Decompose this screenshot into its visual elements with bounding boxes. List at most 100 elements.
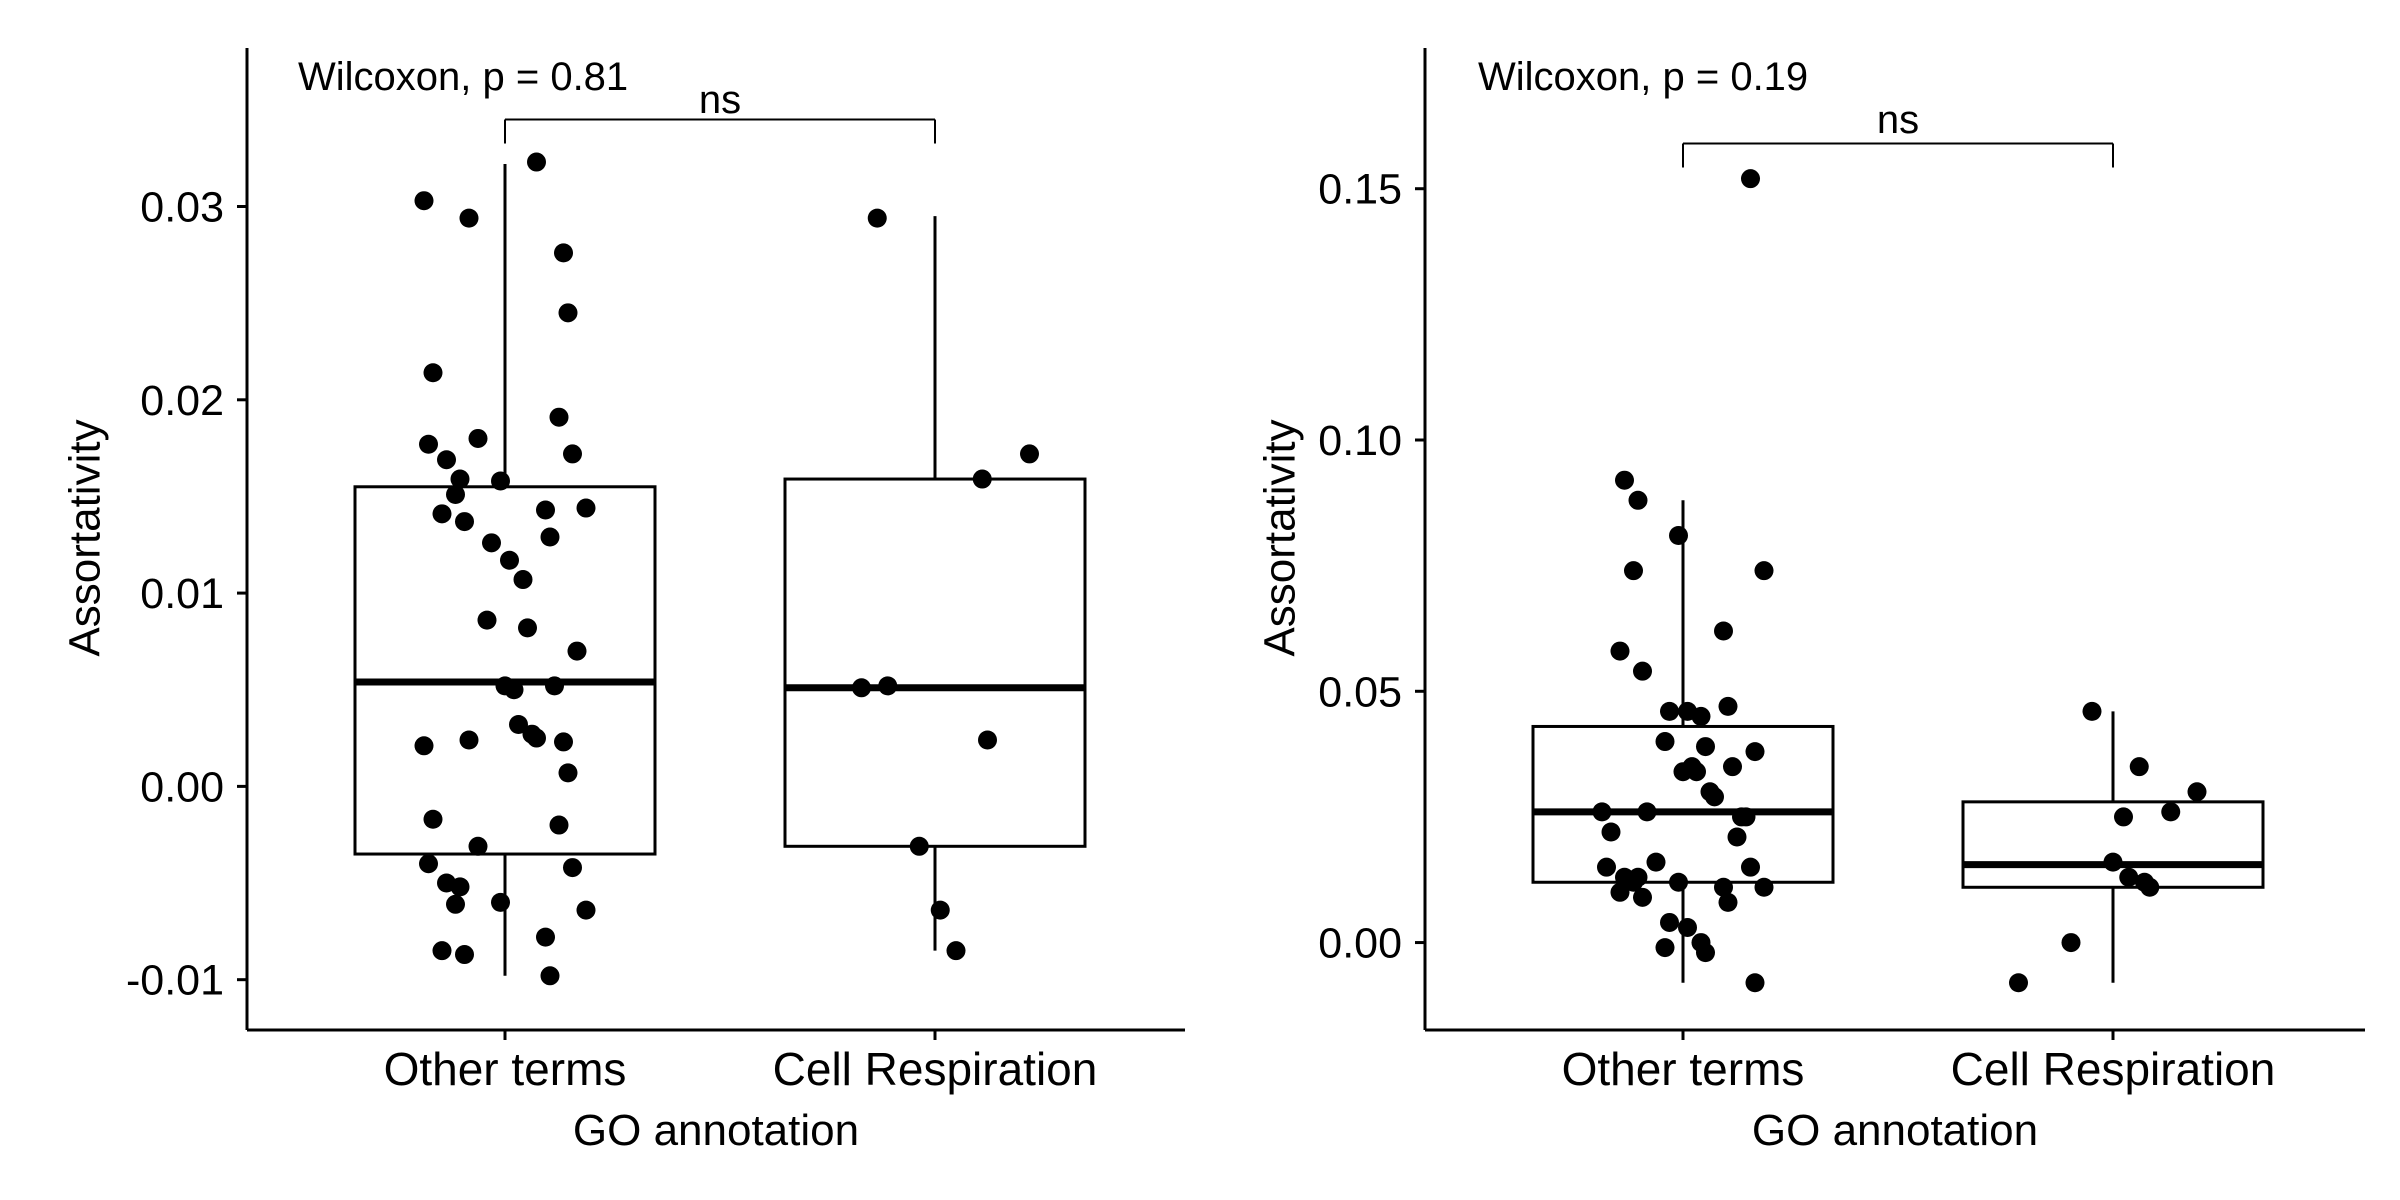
data-point [419, 434, 438, 454]
data-point [1655, 938, 1675, 958]
data-point [567, 641, 587, 661]
data-point [2103, 852, 2123, 872]
data-point [1736, 807, 1756, 827]
data-point [468, 836, 488, 856]
data-point [1718, 696, 1738, 716]
data-point [1678, 917, 1697, 937]
data-point [972, 469, 992, 489]
data-point [500, 550, 519, 570]
data-point [1624, 872, 1643, 892]
data-point [482, 533, 501, 553]
data-point [1615, 470, 1634, 490]
y-tick-label: 0.01 [140, 570, 224, 618]
significance-label: ns [699, 78, 741, 122]
data-point [450, 877, 470, 897]
data-point [2187, 782, 2207, 802]
data-point [549, 407, 569, 427]
data-point [1696, 737, 1715, 757]
data-point [455, 512, 474, 532]
data-point [527, 152, 546, 172]
data-point [978, 730, 997, 750]
wilcoxon-annotation: Wilcoxon, p = 0.19 [1478, 55, 1808, 99]
left-panel: -0.01 0.00 0.01 0.02 0.03 Other terms Cell Res… [61, 48, 1185, 1155]
y-tick-label: 0.02 [140, 377, 224, 425]
data-point [1723, 757, 1742, 777]
significance-bracket [504, 118, 936, 144]
data-point [930, 900, 950, 920]
y-tick-label: 0.03 [140, 184, 224, 232]
data-point [1741, 169, 1760, 189]
x-axis-title: GO annotation [1752, 1106, 2038, 1155]
data-point [1646, 852, 1666, 872]
data-point [946, 941, 966, 961]
y-axis-title: Assortativity [1256, 419, 1305, 656]
data-point [554, 243, 573, 263]
data-point [414, 736, 434, 756]
data-point [459, 208, 479, 228]
data-point [1754, 877, 1774, 897]
significance-label: ns [1877, 98, 1919, 142]
y-axis-title: Assortativity [61, 419, 110, 656]
data-point [558, 763, 578, 783]
data-point [1714, 877, 1733, 897]
data-point [1687, 762, 1706, 782]
data-point [2161, 802, 2181, 822]
data-point [867, 208, 887, 228]
data-point [1610, 641, 1630, 661]
data-point [1754, 561, 1774, 581]
data-point [459, 730, 479, 750]
data-point [1691, 706, 1711, 726]
y-tick-label: 0.10 [1318, 417, 1402, 465]
data-point [1633, 887, 1652, 907]
data-point [2119, 867, 2139, 887]
y-tick-label: 0.00 [1318, 920, 1402, 968]
data-point [2114, 807, 2133, 827]
boxplot-other-terms [353, 163, 657, 976]
data-point [1745, 973, 1765, 993]
data-point [852, 678, 871, 698]
data-point [1020, 444, 1039, 464]
box-iqr [783, 477, 1087, 848]
data-point [1705, 787, 1724, 807]
box-iqr [353, 485, 657, 856]
box-iqr [1961, 800, 2265, 889]
data-point [878, 676, 898, 696]
y-tick-label: 0.00 [140, 763, 224, 811]
data-point [1669, 525, 1688, 545]
data-point [432, 504, 452, 524]
right-panel: 0.00 0.05 0.10 0.15 Other terms Cell Respirat… [1256, 48, 2365, 1155]
data-point [423, 363, 443, 383]
data-point [414, 191, 434, 211]
data-point [2009, 973, 2028, 993]
data-point [450, 469, 470, 489]
data-point [1624, 561, 1643, 581]
data-point [1741, 857, 1760, 877]
data-point [437, 450, 456, 470]
data-point [1673, 762, 1693, 782]
x-axis-title: GO annotation [573, 1106, 859, 1155]
wilcoxon-annotation: Wilcoxon, p = 0.81 [298, 55, 628, 99]
data-point [1727, 827, 1747, 847]
data-point [2082, 701, 2102, 721]
data-point [909, 836, 929, 856]
boxplot-cell-respiration [1961, 711, 2265, 983]
data-point [477, 610, 497, 630]
data-point [1628, 490, 1648, 510]
data-point [446, 485, 465, 505]
box-iqr [1531, 724, 1835, 884]
x-tick-label: Cell Respiration [773, 1043, 1098, 1095]
data-point [1633, 661, 1652, 681]
data-point [1745, 742, 1765, 762]
data-point [419, 854, 438, 874]
y-tick-label: 0.15 [1318, 166, 1402, 214]
data-point [468, 428, 488, 448]
data-point [554, 732, 573, 752]
data-point [1696, 943, 1715, 963]
data-point [2061, 933, 2081, 953]
data-point [527, 728, 546, 748]
data-point [1597, 857, 1616, 877]
data-point [491, 892, 510, 912]
data-point [549, 815, 569, 835]
data-point [563, 444, 582, 464]
